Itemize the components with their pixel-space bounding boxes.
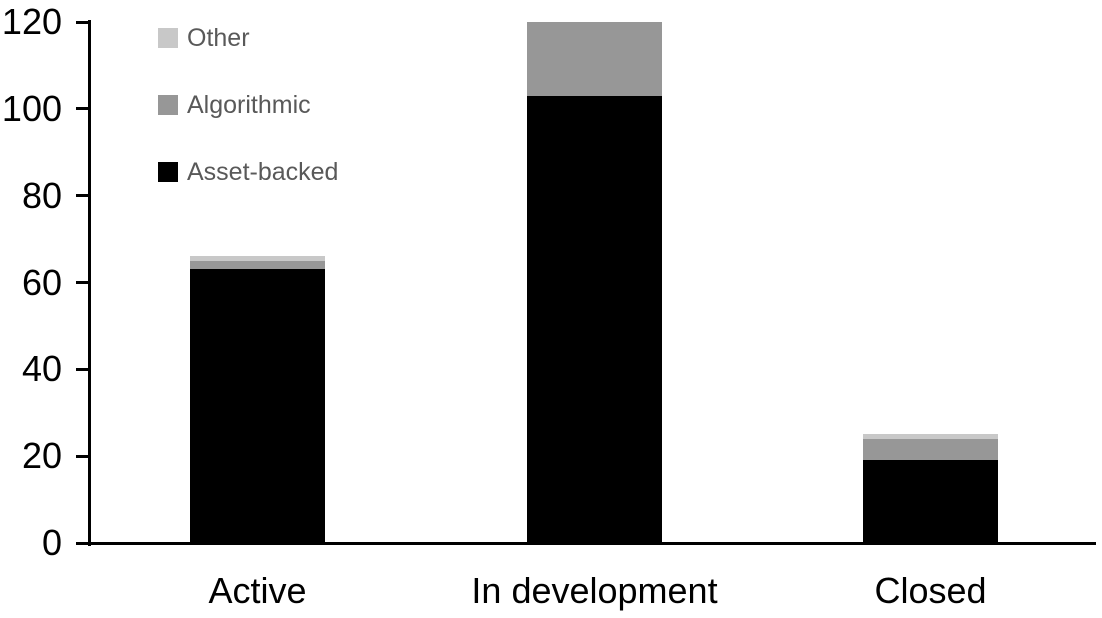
y-tick-label: 20 [21,435,62,477]
bar-segment-algorithmic [863,438,998,461]
x-axis-line [88,542,1096,545]
legend-item-algorithmic: Algorithmic [158,91,311,119]
y-tick-label: 100 [1,87,62,129]
legend-swatch-algorithmic [158,95,178,115]
bar-segment-asset-backed [527,95,662,543]
legend-label: Asset-backed [187,158,339,186]
x-axis-label: In development [471,570,718,611]
bar-segment-asset-backed [190,269,325,543]
x-axis-label: Active [208,570,307,611]
legend-swatch-asset-backed [158,162,178,182]
bar-closed [863,434,998,543]
legend-label: Other [187,24,250,52]
bar-segment-other [863,434,998,439]
y-tick-mark [76,194,89,198]
bar-in-development [527,22,662,543]
legend-item-asset-backed: Asset-backed [158,158,338,186]
bar-segment-asset-backed [863,460,998,543]
bar-active [190,256,325,543]
y-tick-mark [76,281,89,284]
y-tick-mark [76,454,89,458]
bar-segment-algorithmic [527,22,662,96]
y-tick-label: 0 [41,522,62,563]
y-tick-label: 80 [21,174,62,216]
bar-segment-other [190,256,325,261]
legend-label: Algorithmic [187,91,311,119]
y-tick-label: 60 [21,261,62,303]
y-tick-mark [76,541,89,545]
x-axis-label: Closed [874,570,987,611]
y-tick-mark [76,107,89,111]
y-tick-label: 120 [1,1,62,42]
y-tick-mark [76,20,89,24]
y-axis-line [88,20,91,546]
y-tick-label: 40 [21,348,62,390]
legend-item-other: Other [158,24,250,52]
y-tick-mark [76,367,89,371]
bar-segment-algorithmic [190,260,325,270]
legend-swatch-other [158,28,178,48]
